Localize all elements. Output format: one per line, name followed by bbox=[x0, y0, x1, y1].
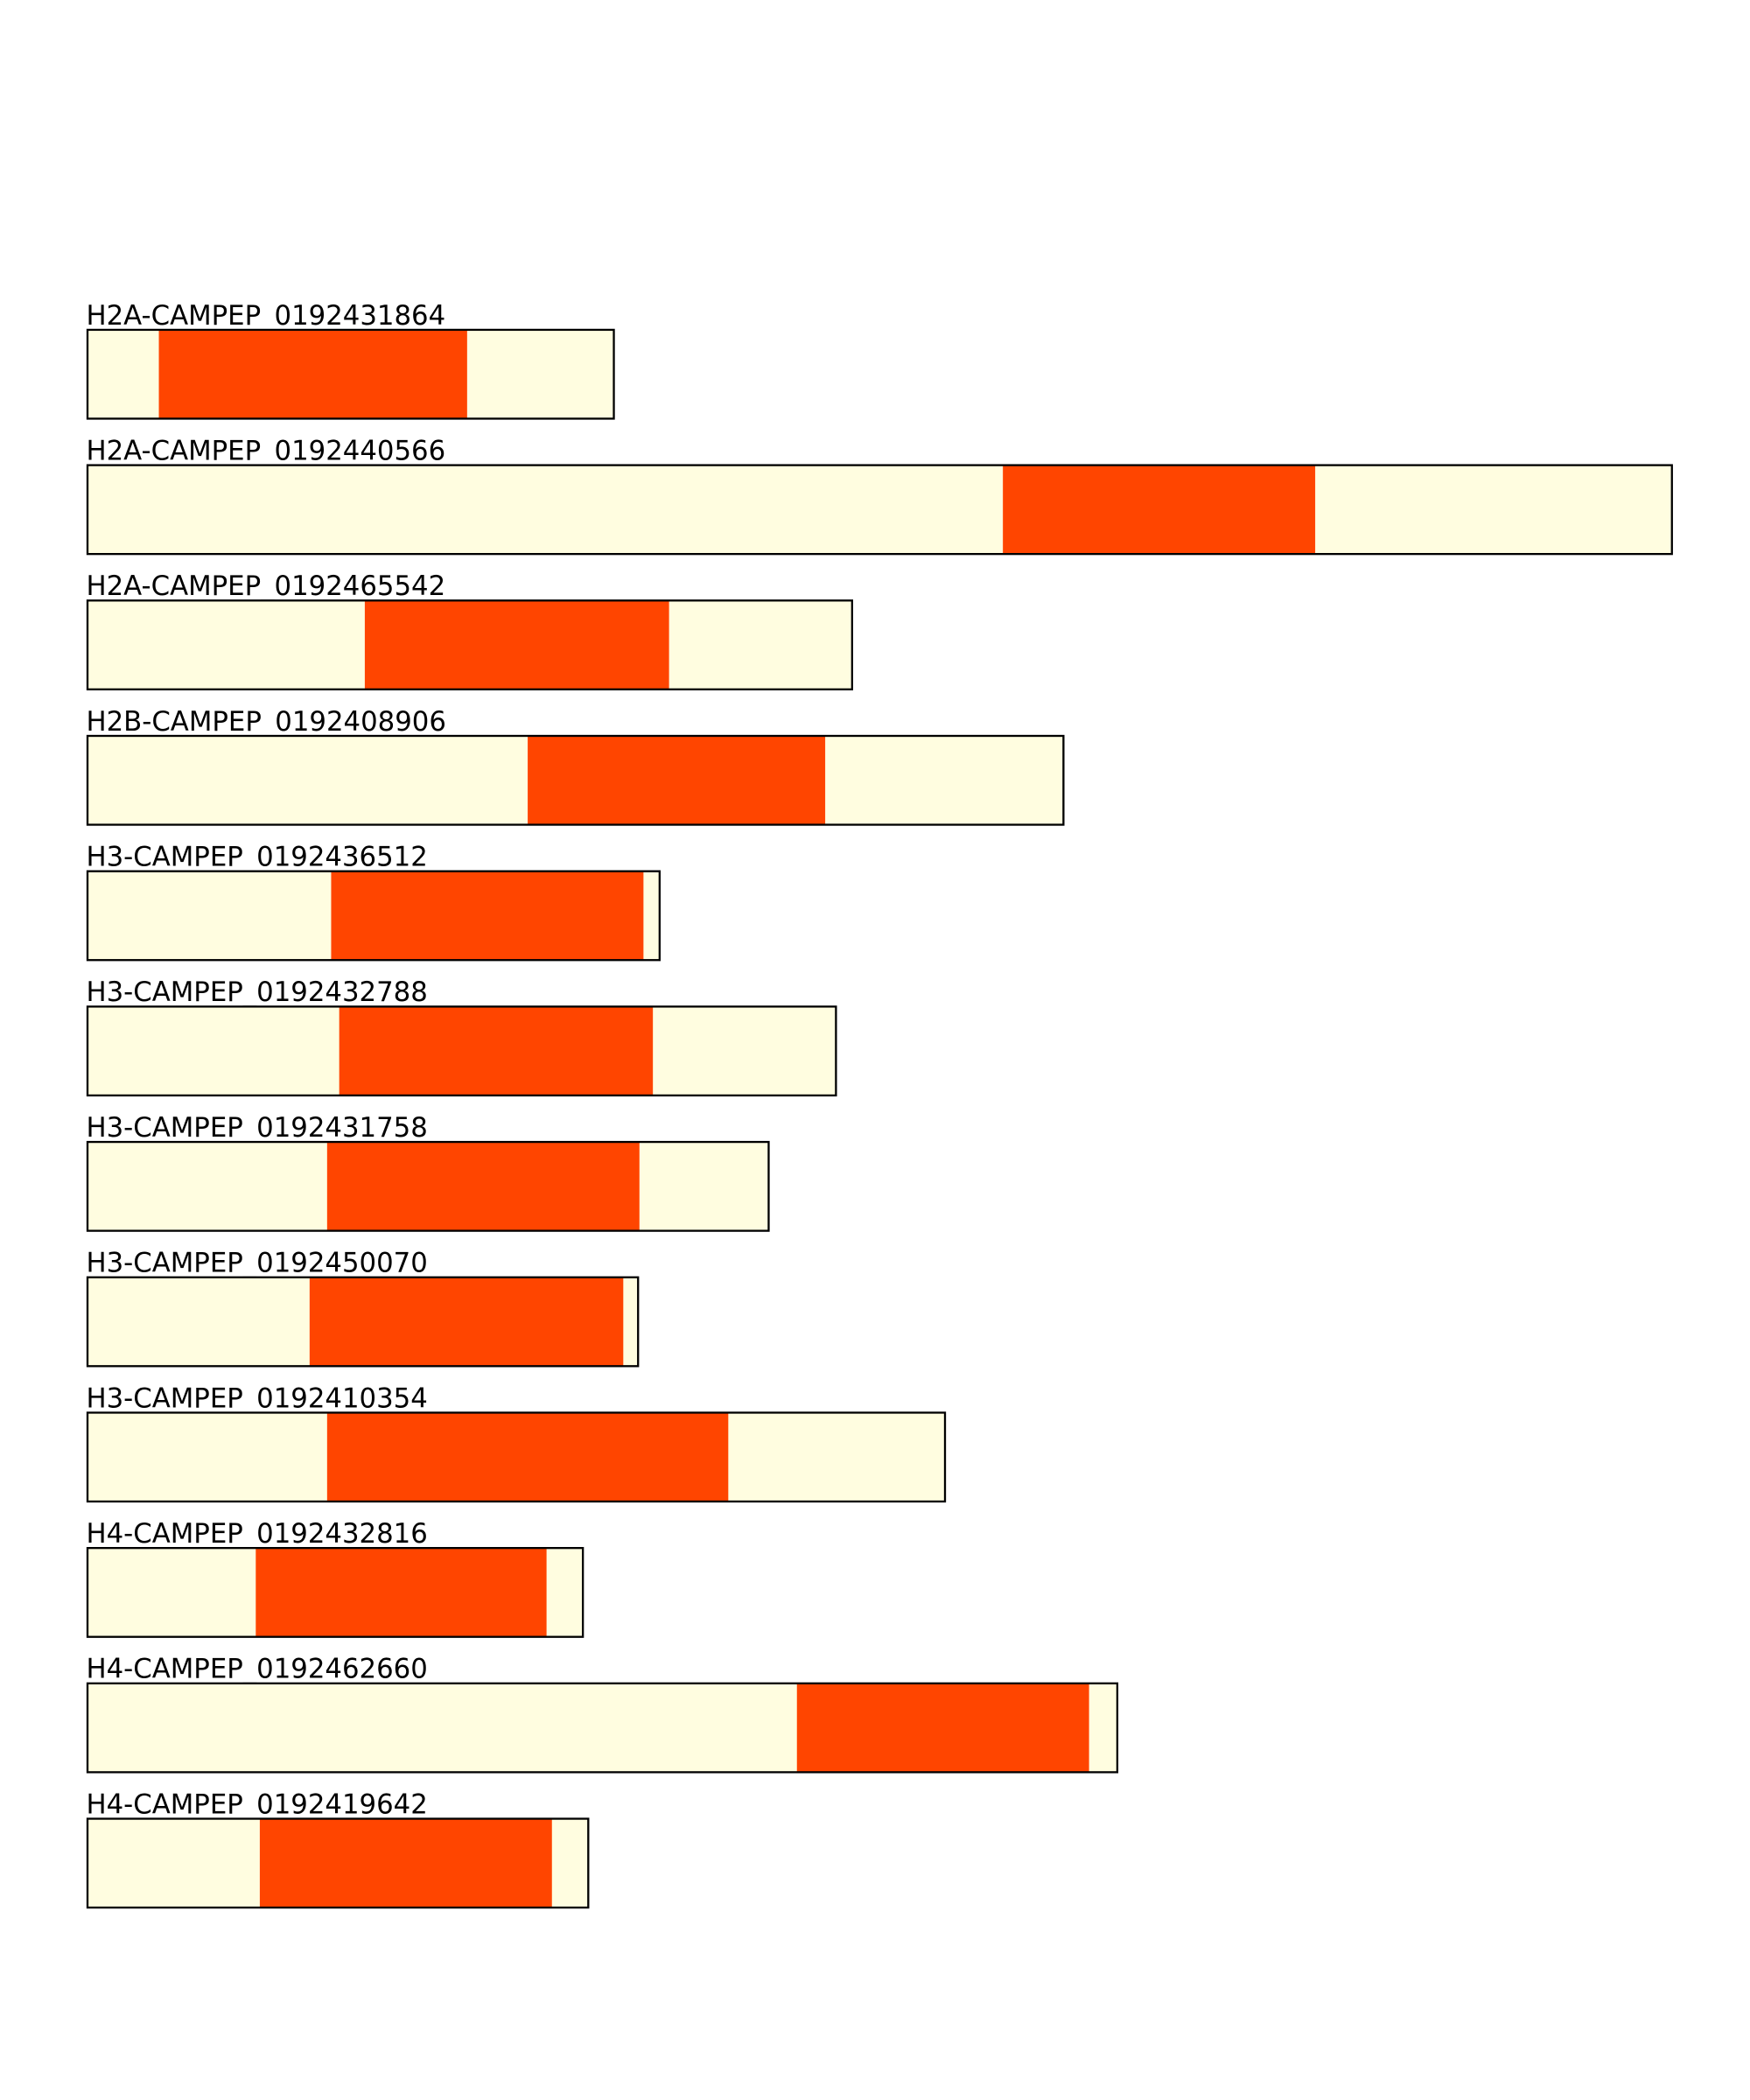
sequence-outline bbox=[86, 1817, 590, 1909]
row-label: H3-CAMPEP_0192431758 bbox=[86, 1112, 427, 1144]
row-label: H2A-CAMPEP_0192440566 bbox=[86, 435, 445, 466]
sequence-outline bbox=[86, 870, 661, 962]
sequence-outline bbox=[86, 599, 853, 691]
domain-bar bbox=[256, 1548, 547, 1637]
domain-bar bbox=[158, 329, 467, 419]
row-label: H3-CAMPEP_0192436512 bbox=[86, 842, 427, 873]
sequence-outline bbox=[86, 734, 1065, 826]
domain-bar bbox=[796, 1683, 1089, 1773]
domain-bar bbox=[331, 871, 644, 961]
sequence-outline bbox=[86, 1546, 584, 1638]
row-label: H4-CAMPEP_0192432816 bbox=[86, 1518, 427, 1550]
row-label: H4-CAMPEP_0192462660 bbox=[86, 1654, 427, 1685]
sequence-outline bbox=[86, 464, 1673, 556]
row-label: H4-CAMPEP_0192419642 bbox=[86, 1788, 427, 1820]
sequence-outline bbox=[86, 1005, 837, 1097]
row-label: H3-CAMPEP_0192432788 bbox=[86, 976, 427, 1008]
domain-bar bbox=[1003, 465, 1316, 555]
sequence-outline bbox=[86, 1682, 1119, 1774]
sequence-outline bbox=[86, 328, 615, 420]
sequence-outline bbox=[86, 1140, 770, 1232]
sequence-outline bbox=[86, 1276, 640, 1368]
domain-bar bbox=[326, 1142, 640, 1231]
domain-bar bbox=[259, 1818, 552, 1908]
row-label: H2B-CAMPEP_0192408906 bbox=[86, 706, 445, 738]
domain-bar bbox=[326, 1412, 729, 1502]
domain-bar bbox=[528, 736, 826, 825]
row-label: H2A-CAMPEP_0192465542 bbox=[86, 570, 445, 602]
sequence-outline bbox=[86, 1411, 947, 1503]
domain-bar bbox=[309, 1277, 624, 1367]
row-label: H3-CAMPEP_0192410354 bbox=[86, 1382, 427, 1414]
domain-bar bbox=[339, 1006, 654, 1096]
domain-bar bbox=[364, 600, 669, 690]
sequence-bar bbox=[88, 465, 1672, 555]
row-label: H3-CAMPEP_0192450070 bbox=[86, 1248, 427, 1279]
row-label: H2A-CAMPEP_0192431864 bbox=[86, 300, 445, 332]
